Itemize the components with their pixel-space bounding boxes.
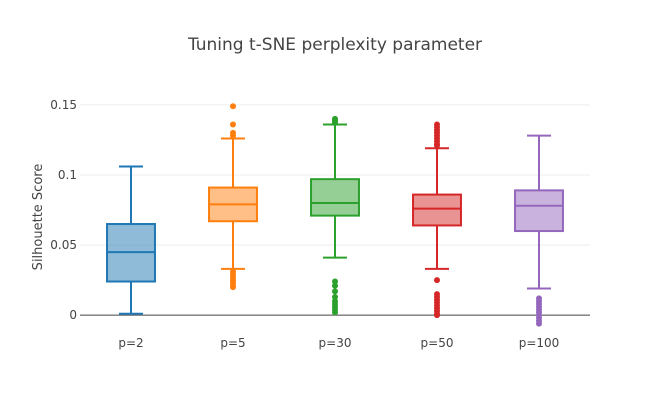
y-tick-label: 0.1 <box>58 168 77 182</box>
outlier-point <box>230 121 236 128</box>
y-axis-title: Silhouette Score <box>31 164 46 271</box>
y-tick-label: 0.05 <box>50 238 77 252</box>
y-axis-ticks: 0 0.05 0.1 0.15 <box>50 98 77 322</box>
box-p=50 <box>412 121 462 319</box>
box-iqr <box>514 189 564 233</box>
x-axis-ticks: p=2 p=5 p=30 p=50 p=100 <box>118 336 559 350</box>
y-tick-label: 0.15 <box>50 98 77 112</box>
outlier-point <box>230 103 236 110</box>
outlier-point <box>332 278 338 285</box>
outlier-point <box>332 282 338 289</box>
box-p=5 <box>208 103 258 291</box>
outlier-point <box>230 284 236 291</box>
x-tick-label: p=5 <box>220 336 245 350</box>
outlier-point <box>536 320 542 327</box>
outlier-point <box>434 277 440 284</box>
box-p=2 <box>106 165 156 315</box>
outlier-point <box>434 312 440 319</box>
x-tick-label: p=50 <box>421 336 454 350</box>
outlier-point <box>230 132 236 139</box>
outlier-point <box>332 309 338 316</box>
x-tick-label: p=100 <box>519 336 560 350</box>
outlier-point <box>332 288 338 295</box>
chart-title: Tuning t-SNE perplexity parameter <box>187 35 482 55</box>
y-tick-label: 0 <box>69 308 77 322</box>
outlier-point <box>332 293 338 300</box>
x-tick-label: p=30 <box>319 336 352 350</box>
box-p=100 <box>514 134 564 327</box>
box-series <box>106 103 564 327</box>
outlier-point <box>434 142 440 149</box>
outlier-point <box>332 120 338 127</box>
box-iqr <box>310 178 360 217</box>
box-iqr <box>412 193 462 227</box>
x-tick-label: p=2 <box>118 336 143 350</box>
box-p=30 <box>310 115 360 316</box>
